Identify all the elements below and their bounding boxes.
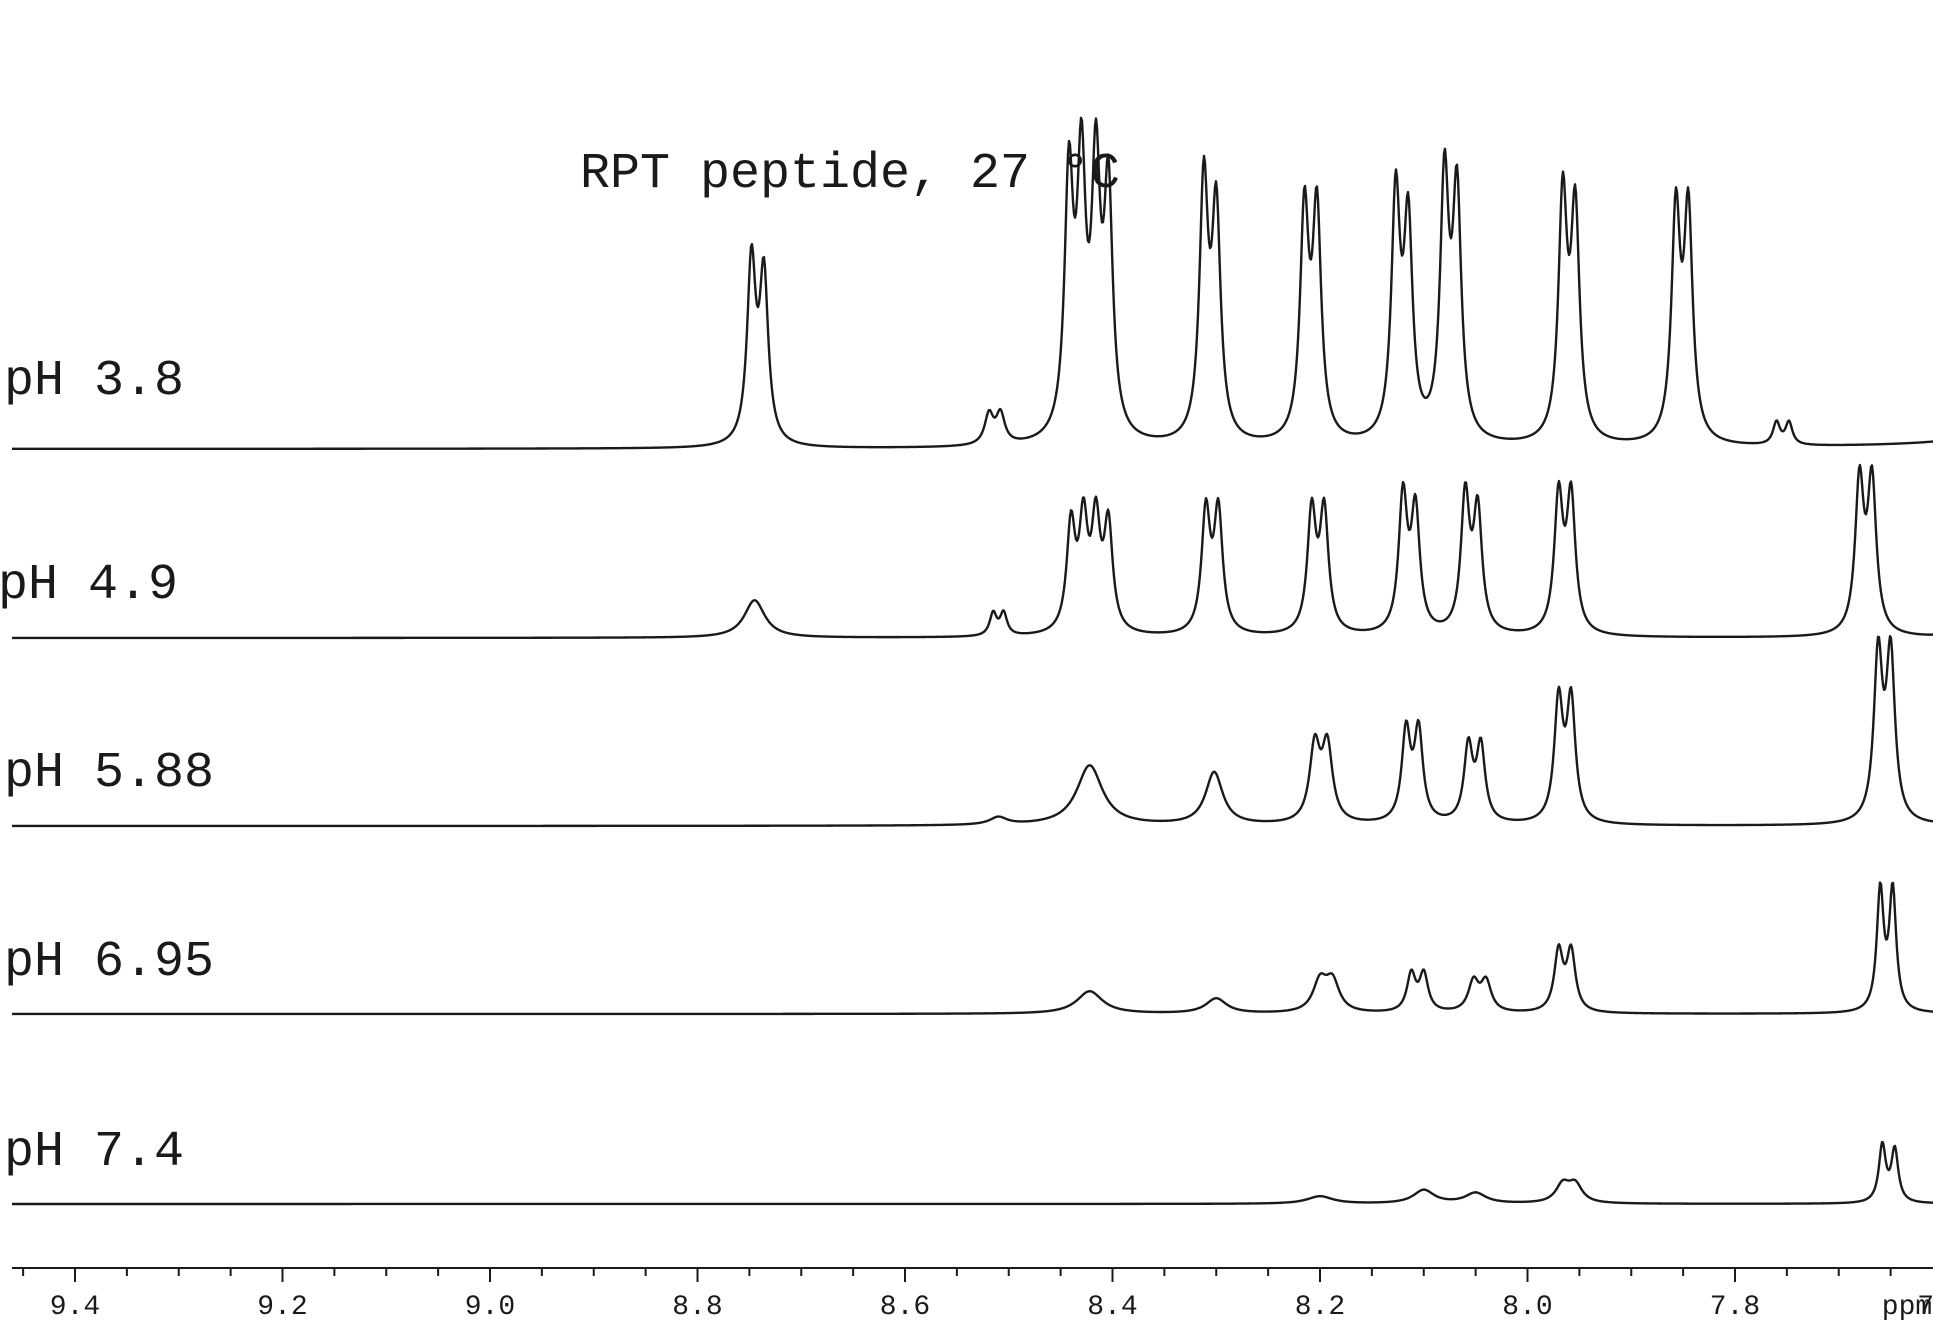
x-tick-label: 8.6 [880,1292,930,1323]
x-tick-label: 9.2 [257,1292,307,1323]
trace-label-3: pH 5.88 [4,745,214,802]
x-axis-ticks [22,1268,1892,1282]
x-tick-label: 7.8 [1710,1292,1760,1323]
trace-label-1: pH 3.8 [4,353,184,410]
x-axis-unit-label: ppm [1882,1292,1932,1323]
x-tick-label: 9.0 [465,1292,515,1323]
spectrum-trace-3 [11,635,1933,828]
spectrum-trace-5 [11,1140,1933,1206]
x-axis-tick-labels: 9.49.29.08.88.68.48.28.07.87.67.47.27.06… [50,1292,1933,1323]
x-tick-label: 8.0 [1502,1292,1552,1323]
spectrum-trace-2 [11,463,1933,640]
chart-title: RPT peptide, 27 °C [580,146,1120,203]
spectrum-trace-1 [11,116,1933,451]
spectrum-trace-4 [11,881,1933,1016]
x-tick-label: 8.8 [672,1292,722,1323]
x-tick-label: 9.4 [50,1292,100,1323]
trace-label-5: pH 7.4 [4,1124,184,1181]
trace-label-4: pH 6.95 [4,934,214,991]
x-tick-label: 8.2 [1295,1292,1345,1323]
x-tick-label: 7.6 [1917,1292,1933,1323]
x-axis: 9.49.29.08.88.68.48.28.07.87.67.47.27.06… [12,1267,1933,1323]
spectra-traces [11,116,1933,1206]
x-tick-label: 8.4 [1087,1292,1137,1323]
trace-labels: pH 3.8 pH 4.9 pH 5.88 pH 6.95 pH 7.4 [0,353,214,1181]
trace-label-2: pH 4.9 [0,557,178,614]
